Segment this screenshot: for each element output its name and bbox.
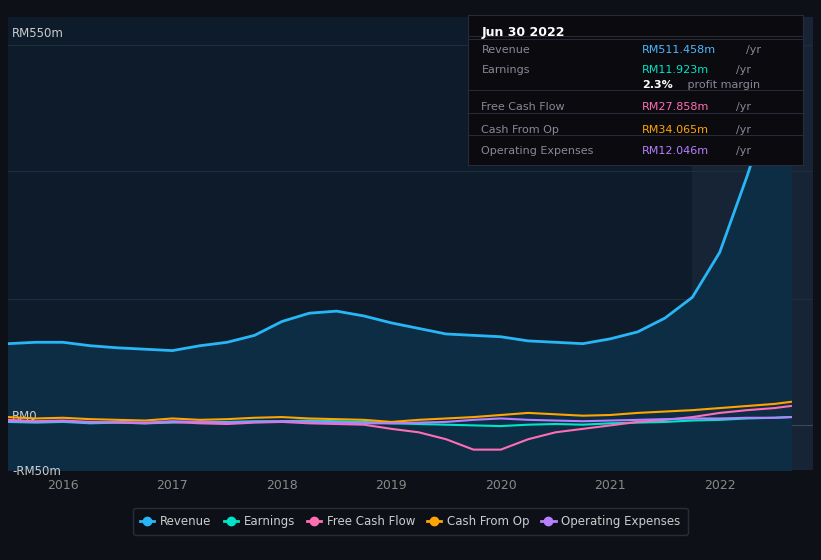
Text: RM511.458m: RM511.458m xyxy=(642,45,717,55)
Text: Earnings: Earnings xyxy=(481,64,530,74)
Text: Operating Expenses: Operating Expenses xyxy=(481,146,594,156)
Text: /yr: /yr xyxy=(736,64,750,74)
Text: -RM50m: -RM50m xyxy=(12,465,61,478)
Legend: Revenue, Earnings, Free Cash Flow, Cash From Op, Operating Expenses: Revenue, Earnings, Free Cash Flow, Cash … xyxy=(133,507,688,535)
Text: 2.3%: 2.3% xyxy=(642,80,673,90)
Text: RM34.065m: RM34.065m xyxy=(642,124,709,134)
Text: RM12.046m: RM12.046m xyxy=(642,146,709,156)
Text: RM11.923m: RM11.923m xyxy=(642,64,709,74)
Text: RM27.858m: RM27.858m xyxy=(642,102,709,112)
Text: Free Cash Flow: Free Cash Flow xyxy=(481,102,565,112)
Text: /yr: /yr xyxy=(736,124,750,134)
Text: profit margin: profit margin xyxy=(684,80,760,90)
Text: Cash From Op: Cash From Op xyxy=(481,124,559,134)
Text: RM0: RM0 xyxy=(12,410,38,423)
Text: /yr: /yr xyxy=(746,45,761,55)
Text: /yr: /yr xyxy=(736,102,750,112)
Text: Revenue: Revenue xyxy=(481,45,530,55)
Bar xyxy=(692,17,821,470)
Text: Jun 30 2022: Jun 30 2022 xyxy=(481,26,565,39)
Text: /yr: /yr xyxy=(736,146,750,156)
Text: RM550m: RM550m xyxy=(12,27,64,40)
